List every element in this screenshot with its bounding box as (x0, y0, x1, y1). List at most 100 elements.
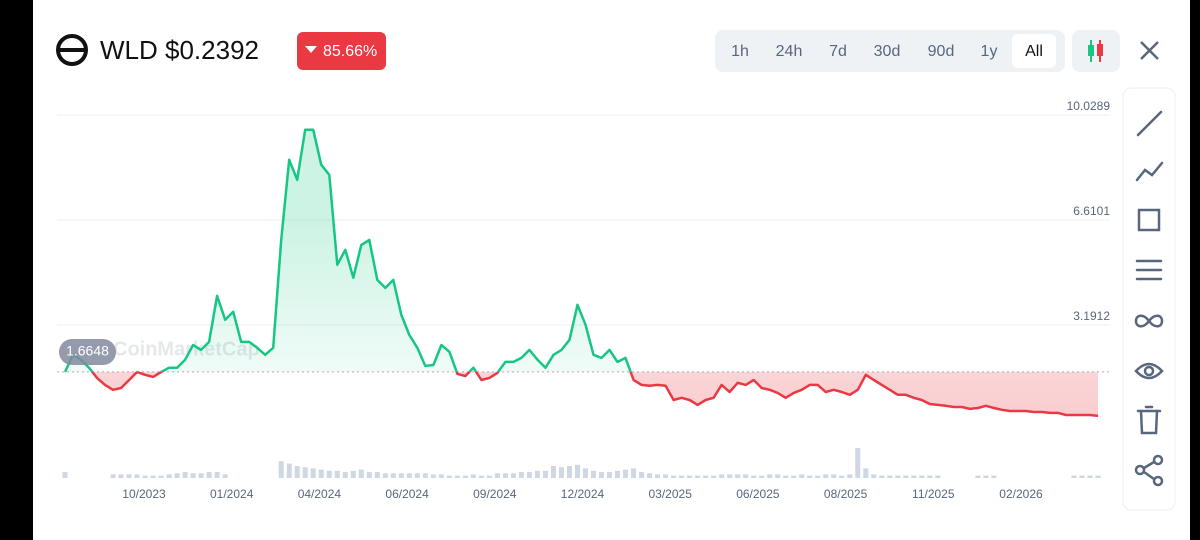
baseline-label: 1.6648 (66, 343, 109, 359)
volume-bar (623, 469, 629, 478)
volume-bar (526, 472, 532, 478)
volume-bar (342, 472, 348, 478)
volume-bar (663, 474, 669, 478)
volume-bar (807, 475, 813, 478)
volume-bar (566, 466, 572, 478)
volume-bar (302, 467, 308, 478)
volume-bar (198, 473, 204, 478)
fib-tool[interactable] (1135, 259, 1163, 281)
baseline-pill (59, 339, 116, 365)
volume-bar (671, 475, 677, 478)
delete-tool[interactable] (1136, 405, 1162, 435)
volume-bar (911, 475, 917, 478)
volume-bar (583, 468, 589, 478)
volume-bar (542, 470, 548, 478)
volume-bar (1087, 475, 1093, 478)
volume-bar (783, 475, 789, 478)
volume-bar (422, 473, 428, 478)
volume-bar (510, 473, 516, 478)
volume-bar (759, 475, 765, 478)
volume-bar (863, 468, 869, 478)
volume-bar (871, 474, 877, 478)
x-tick-label: 04/2024 (298, 487, 342, 501)
volume-bar (655, 474, 661, 478)
volume-bar (118, 474, 124, 478)
y-tick-label: 3.1912 (1073, 309, 1110, 323)
rectangle-tool[interactable] (1137, 208, 1161, 232)
volume-bar (326, 470, 332, 478)
volume-bar (711, 475, 717, 478)
volume-bar (534, 470, 540, 478)
volume-bar (791, 475, 797, 478)
title: WLD $0.2392 (100, 35, 259, 65)
volume-bar (735, 474, 741, 478)
volume-bar (350, 470, 356, 478)
volume-bar (647, 473, 653, 478)
timeframe-button[interactable]: 90d (928, 43, 955, 60)
volume-bar (142, 475, 148, 478)
toolbar-icons (1134, 110, 1164, 487)
volume-bar (574, 464, 580, 478)
volume-bar (502, 473, 508, 478)
volume-bar (975, 475, 981, 478)
volume-bar (462, 475, 468, 478)
timeframe-button[interactable]: 1h (731, 43, 749, 60)
volume-bar (550, 466, 556, 478)
timeframe-button[interactable]: 1y (981, 43, 998, 60)
volume-bar (446, 475, 452, 478)
volume-bar (1079, 475, 1085, 478)
timeframe-button[interactable]: 30d (874, 43, 901, 60)
volume-bar (430, 474, 436, 478)
share-tool[interactable] (1134, 454, 1164, 487)
down-arrow (305, 46, 317, 53)
volume-bar (839, 475, 845, 478)
volume-bar (983, 475, 989, 478)
trend-line-tool[interactable] (1136, 110, 1163, 137)
timeframe-selected[interactable] (1012, 34, 1056, 68)
volume-bar (991, 475, 997, 478)
x-tick-label: 06/2024 (385, 487, 429, 501)
timeframe-button[interactable]: All (1025, 43, 1043, 60)
toolbar (1122, 87, 1176, 511)
x-tick-label: 01/2024 (210, 487, 254, 501)
candle-button[interactable] (1072, 30, 1120, 72)
polyline-tool[interactable] (1135, 161, 1164, 182)
volume-bar (799, 474, 805, 478)
volume-bar (318, 469, 324, 478)
volume-bar (919, 475, 925, 478)
volume-bar (823, 474, 829, 478)
price-line-down (64, 371, 1099, 418)
y-tick-label: 10.0289 (1067, 99, 1111, 113)
volume-bar (62, 472, 68, 478)
volume-bar (687, 475, 693, 478)
eye-tool[interactable] (1134, 362, 1164, 380)
volume-bar (470, 474, 476, 478)
x-tick-label: 02/2026 (999, 487, 1043, 501)
volume-bar (222, 474, 228, 478)
volume-bar (727, 474, 733, 478)
volume-bar (310, 468, 316, 478)
logo (56, 34, 88, 66)
volume-bar (398, 473, 404, 478)
change-badge (297, 32, 386, 70)
volume-bar (767, 474, 773, 478)
infinity-tool[interactable] (1134, 314, 1164, 328)
volume-bar (599, 472, 605, 478)
close-button[interactable] (1140, 41, 1159, 60)
x-tick-label: 12/2024 (561, 487, 605, 501)
volume-bar (110, 474, 116, 478)
volume-bar (182, 472, 188, 478)
volume-bar (382, 473, 388, 478)
volume-bar (887, 475, 893, 478)
timeframe-button[interactable]: 7d (829, 43, 847, 60)
volume-bar (406, 473, 412, 478)
price-line-up (63, 128, 632, 372)
volume-bar (286, 463, 292, 478)
volume-bar (607, 472, 613, 478)
volume-bar (478, 475, 484, 478)
volume-bar (494, 473, 500, 478)
volume-bar (214, 472, 220, 478)
timeframe-button[interactable]: 24h (776, 43, 803, 60)
